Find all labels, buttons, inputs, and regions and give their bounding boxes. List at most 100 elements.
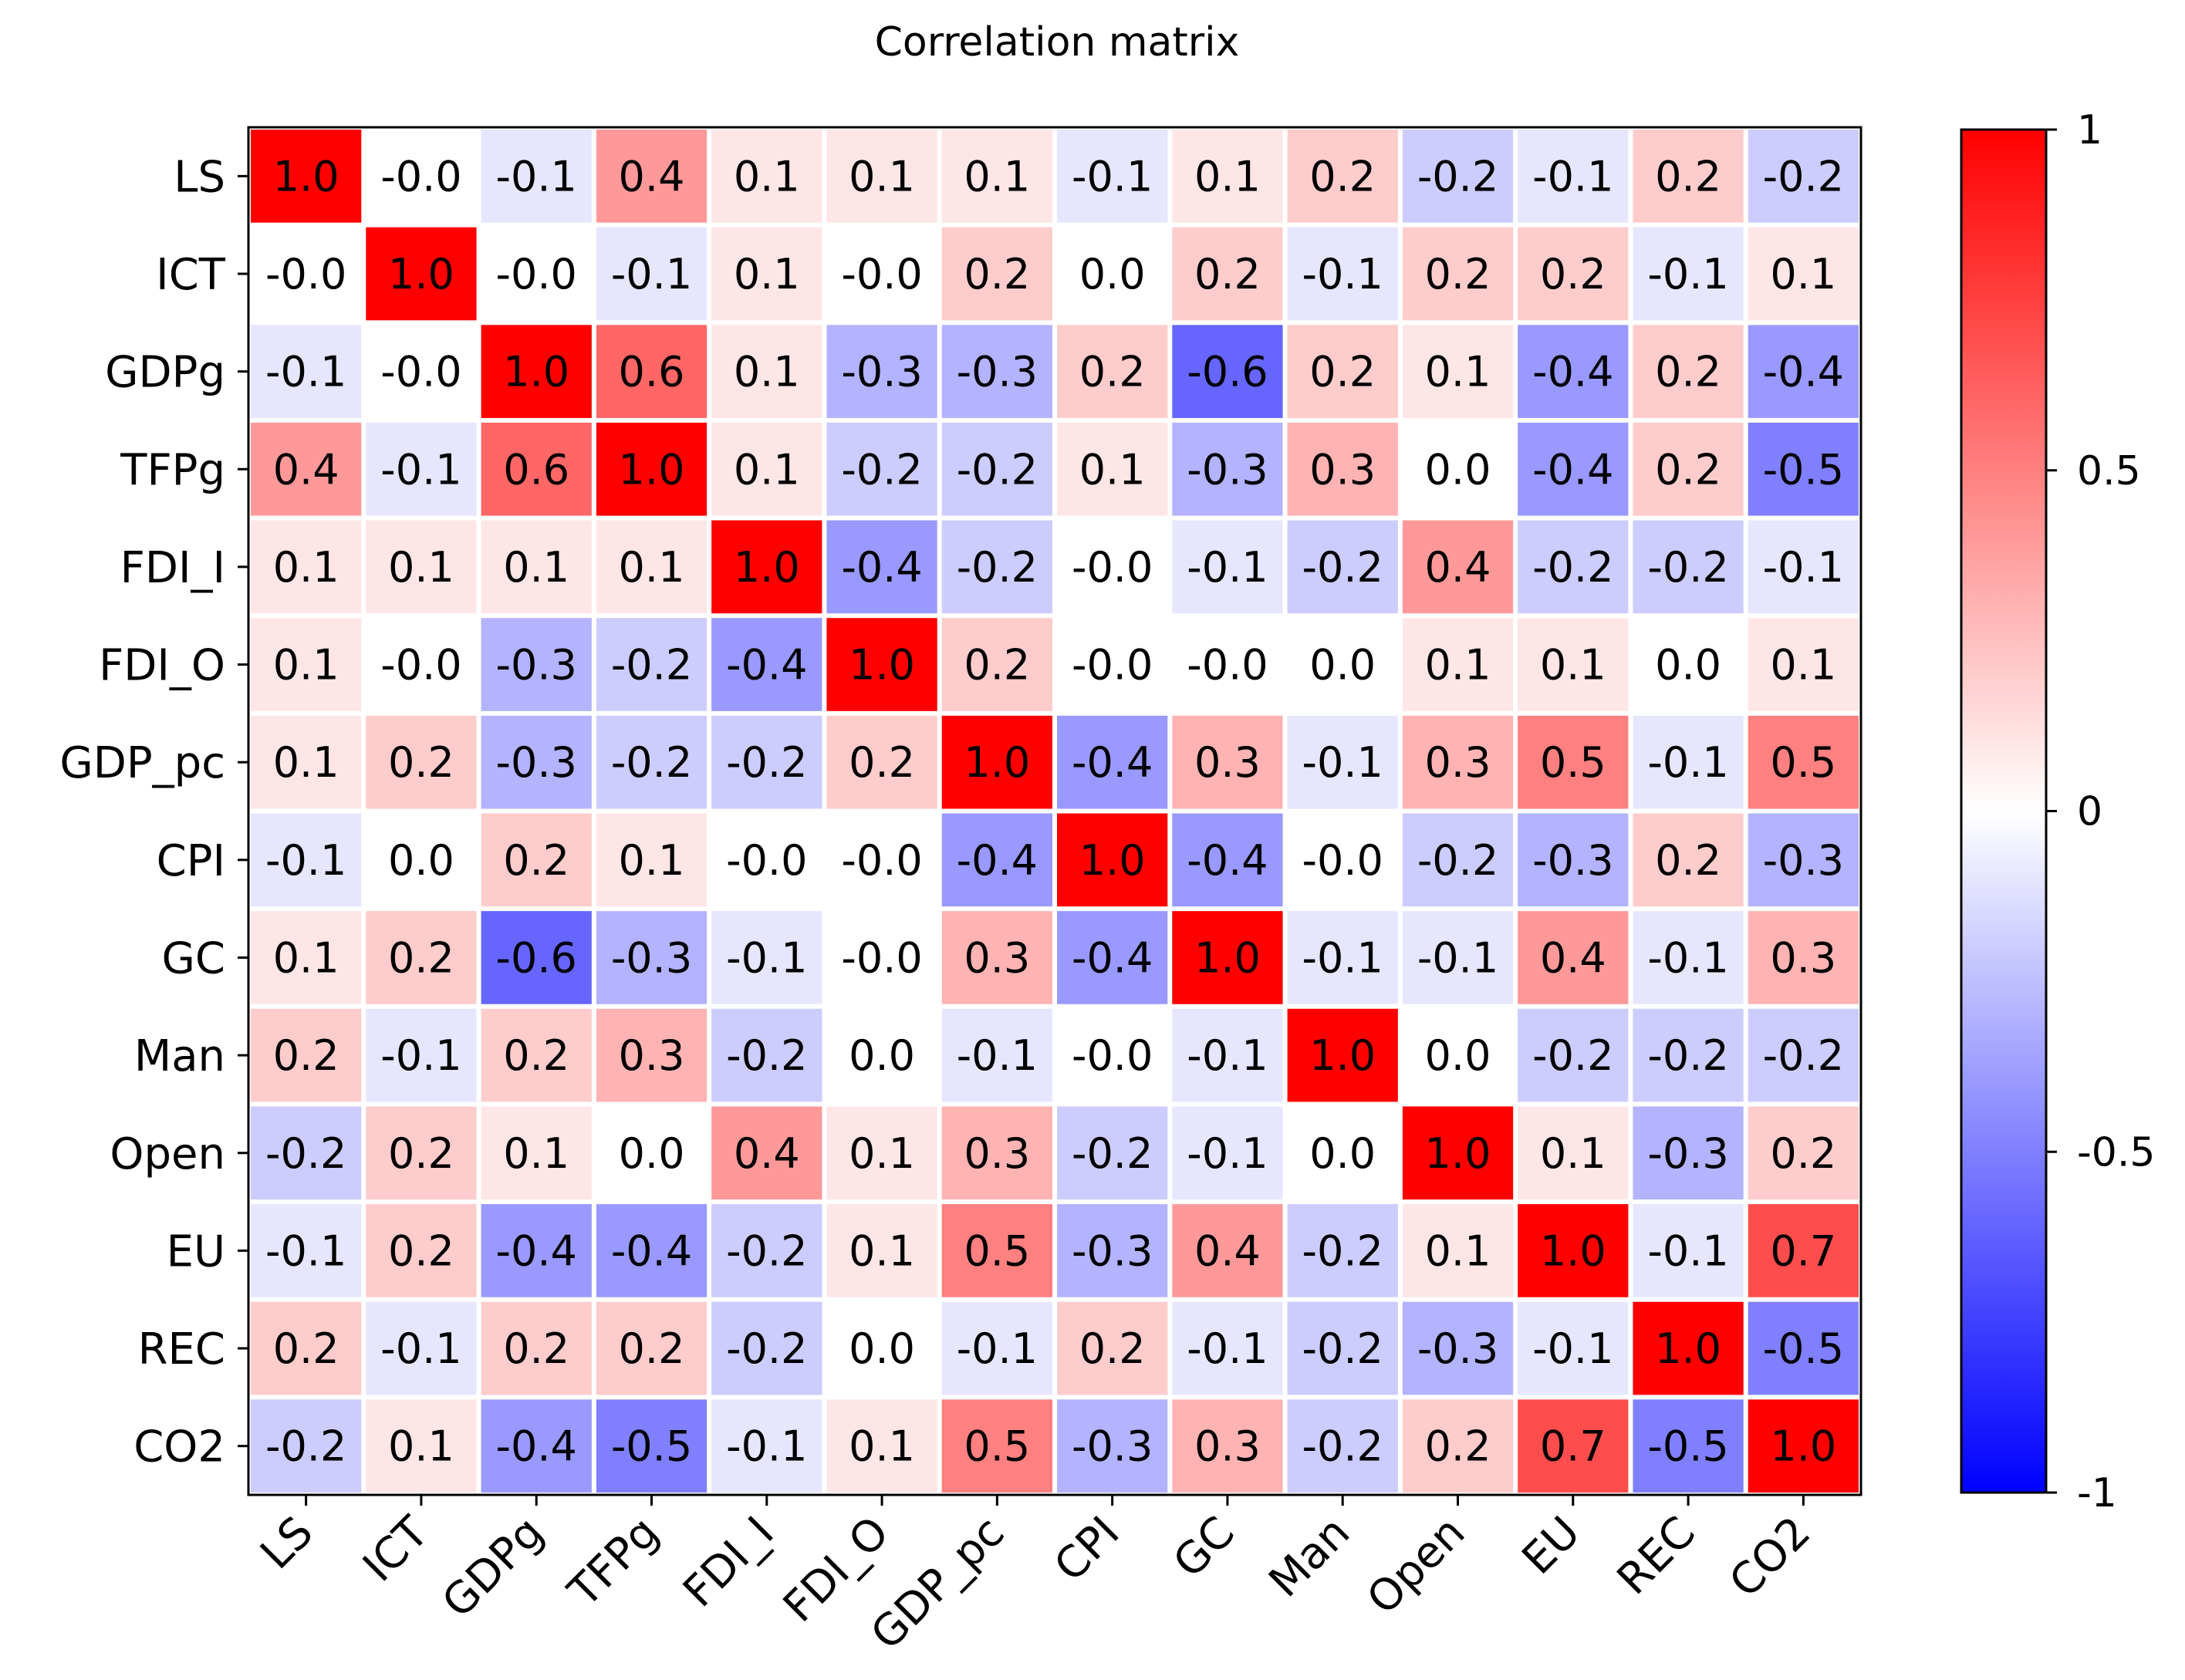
colorbar	[1960, 128, 2048, 1494]
cell-value-label: -0.0	[1302, 836, 1383, 885]
x-tick-label: ICT	[353, 1506, 438, 1591]
cell-value-label: -0.0	[726, 836, 807, 885]
heatmap-cell	[481, 1301, 592, 1395]
heatmap-cell	[826, 1301, 937, 1395]
cell-value-label: -0.1	[1302, 933, 1383, 982]
heatmap-cell	[366, 618, 477, 711]
x-tick-label: TFPg	[559, 1507, 669, 1618]
heatmap-cell	[1402, 227, 1514, 321]
plot-frame	[247, 126, 1862, 1496]
y-tick-label: ICT	[156, 250, 226, 300]
cell-value-label: -0.1	[1302, 250, 1383, 299]
cell-value-label: 0.3	[1194, 738, 1261, 787]
cell-value-label: 0.1	[1770, 250, 1836, 299]
heatmap-cell	[1057, 130, 1168, 223]
heatmap-cell	[826, 520, 937, 614]
cell-value-label: -0.1	[496, 152, 577, 201]
cell-value-label: -0.0	[1187, 641, 1268, 690]
cell-value-label: 0.1	[734, 152, 800, 201]
cell-value-label: -0.0	[380, 152, 461, 201]
heatmap-cell	[1287, 1399, 1398, 1493]
y-tick-label: Man	[134, 1031, 225, 1081]
x-tick-label: EU	[1513, 1507, 1590, 1584]
cell-value-label: 1.0	[734, 543, 800, 592]
heatmap-cell	[366, 911, 477, 1004]
cell-value-label: -0.2	[1072, 1129, 1153, 1178]
cell-value-label: -0.4	[1532, 445, 1613, 494]
y-axis-ticks: LS ICT GDPg TFPg FDI_I FDI_O GDP_pc CPI GC Man Ope…	[59, 152, 248, 1473]
cell-value-label: 0.2	[388, 1226, 454, 1275]
cell-value-label: 0.4	[1425, 543, 1491, 592]
cell-value-label: 0.7	[1540, 1422, 1606, 1471]
cell-value-label: 1.0	[1194, 933, 1261, 982]
cell-value-label: -0.5	[1763, 445, 1844, 494]
heatmap-cell	[1518, 520, 1629, 614]
heatmap-cell	[1518, 130, 1629, 223]
heatmap-cell	[1748, 130, 1859, 223]
heatmap-cell	[1748, 520, 1859, 614]
colorbar-tick-label: 1	[2077, 107, 2102, 153]
cell-value-label: -0.4	[726, 641, 807, 690]
heatmap-cell	[481, 325, 592, 418]
cell-value-label: -0.4	[1072, 933, 1153, 982]
cell-value-label: -0.2	[1763, 152, 1844, 201]
heatmap-cell	[1172, 227, 1283, 321]
cell-value-label: 0.2	[1194, 250, 1261, 299]
cell-value-label: 0.0	[849, 1324, 915, 1373]
heatmap-cell	[481, 1399, 592, 1493]
heatmap-cell	[366, 130, 477, 223]
cell-value-label: 0.3	[1425, 738, 1491, 787]
cell-value-label: 1.0	[619, 445, 685, 494]
heatmap-cell	[1172, 715, 1283, 809]
y-tick-label: FDI_O	[99, 641, 225, 691]
cell-value-label: -0.1	[957, 1031, 1038, 1080]
cell-value-label: 0.1	[849, 1422, 915, 1471]
heatmap-cell	[1402, 325, 1514, 418]
heatmap-cell	[941, 813, 1052, 907]
y-tick-label: CO2	[133, 1422, 225, 1473]
heatmap-cell	[1287, 130, 1398, 223]
cell-value-label: 0.1	[734, 250, 800, 299]
cell-value-label: -0.2	[1763, 1031, 1844, 1080]
heatmap-cell	[251, 422, 362, 516]
heatmap-cell	[1402, 1008, 1514, 1102]
cell-value-label: -0.0	[265, 250, 346, 299]
heatmap-cell	[1748, 911, 1859, 1004]
heatmap-cell	[1518, 1399, 1629, 1493]
cell-value-label: 0.3	[1770, 933, 1836, 982]
heatmap-cell	[711, 130, 822, 223]
cell-value-label: -0.2	[1647, 1031, 1728, 1080]
cell-value-label: 0.2	[1770, 1129, 1836, 1178]
cell-value-label: -0.1	[1302, 738, 1383, 787]
heatmap-cell	[596, 130, 708, 223]
cell-value-label: -0.4	[611, 1226, 692, 1275]
heatmap-cell	[1057, 911, 1168, 1004]
cell-value-label: 0.2	[619, 1324, 685, 1373]
heatmap-cell	[366, 422, 477, 516]
heatmap-cell	[826, 1106, 937, 1200]
cell-value-label: 0.2	[1309, 152, 1376, 201]
cell-value-label: 0.2	[503, 1031, 569, 1080]
heatmap-cell	[251, 911, 362, 1004]
heatmap-cell	[251, 227, 362, 321]
heatmap-cell	[1287, 325, 1398, 418]
heatmap-cell	[1057, 1301, 1168, 1395]
x-tick-label: CO2	[1720, 1507, 1820, 1607]
heatmap-cell	[1518, 1008, 1629, 1102]
heatmap-cell	[251, 1106, 362, 1200]
cell-value-label: 0.3	[619, 1031, 685, 1080]
heatmap-cell	[941, 325, 1052, 418]
heatmap-cell	[1287, 422, 1398, 516]
cell-value-label: -0.4	[1532, 348, 1613, 396]
colorbar-tick-label: -1	[2077, 1470, 2117, 1516]
heatmap-cell	[366, 227, 477, 321]
cell-value-label: -0.2	[1302, 1324, 1383, 1373]
cell-value-label: -0.1	[1647, 1226, 1728, 1275]
heatmap-cell	[481, 813, 592, 907]
cell-value-label: 1.0	[1655, 1324, 1721, 1373]
cell-value-label: -0.0	[841, 250, 922, 299]
cell-value-label: 0.5	[964, 1226, 1030, 1275]
heatmap-cell	[366, 520, 477, 614]
heatmap-cell	[1057, 520, 1168, 614]
cell-value-label: 0.1	[273, 933, 339, 982]
